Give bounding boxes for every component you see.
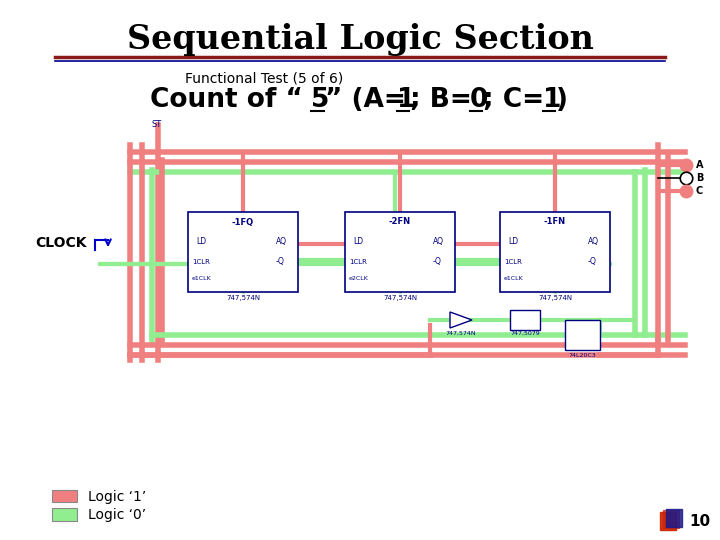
Text: -1FQ: -1FQ bbox=[232, 218, 254, 226]
Text: 1CLR: 1CLR bbox=[192, 259, 210, 265]
Text: Functional Test (5 of 6): Functional Test (5 of 6) bbox=[185, 71, 343, 85]
Polygon shape bbox=[450, 312, 472, 328]
Text: LD: LD bbox=[196, 237, 206, 246]
Text: 747,574N: 747,574N bbox=[446, 331, 477, 336]
Text: 0: 0 bbox=[470, 87, 488, 113]
Text: -Q: -Q bbox=[588, 257, 597, 266]
Text: Sequential Logic Section: Sequential Logic Section bbox=[127, 24, 593, 57]
Text: -2FN: -2FN bbox=[389, 218, 411, 226]
Bar bbox=[565, 320, 600, 350]
Text: 74L20C3: 74L20C3 bbox=[568, 353, 596, 358]
Text: 1: 1 bbox=[397, 87, 415, 113]
Text: e2CLK: e2CLK bbox=[349, 276, 369, 281]
Text: -Q: -Q bbox=[276, 257, 285, 266]
Text: 747,574N: 747,574N bbox=[538, 295, 572, 301]
Text: e1CLK: e1CLK bbox=[504, 276, 523, 281]
Text: -1FN: -1FN bbox=[544, 218, 566, 226]
Text: B: B bbox=[696, 173, 703, 183]
Bar bbox=[663, 510, 679, 528]
Legend: Logic ‘1’, Logic ‘0’: Logic ‘1’, Logic ‘0’ bbox=[47, 484, 152, 528]
Text: AQ: AQ bbox=[588, 237, 599, 246]
Bar bbox=[660, 512, 676, 530]
Bar bbox=[345, 212, 455, 292]
Text: 1CLR: 1CLR bbox=[504, 259, 522, 265]
Bar bbox=[188, 212, 298, 292]
Text: 5: 5 bbox=[311, 87, 329, 113]
Text: AQ: AQ bbox=[276, 237, 287, 246]
Text: LD: LD bbox=[508, 237, 518, 246]
Text: e1CLK: e1CLK bbox=[192, 276, 212, 281]
Text: ST: ST bbox=[152, 120, 162, 129]
Text: A: A bbox=[696, 160, 703, 170]
Text: AQ: AQ bbox=[433, 237, 444, 246]
Text: -Q: -Q bbox=[433, 257, 442, 266]
Text: 747,574N: 747,574N bbox=[226, 295, 260, 301]
Text: ): ) bbox=[556, 87, 568, 113]
Text: 10: 10 bbox=[690, 515, 711, 530]
Text: ; C=: ; C= bbox=[483, 87, 544, 113]
Bar bbox=[666, 509, 682, 527]
Bar bbox=[510, 310, 540, 330]
Text: LD: LD bbox=[353, 237, 363, 246]
Text: 747,5079: 747,5079 bbox=[510, 331, 540, 336]
Text: 1: 1 bbox=[543, 87, 562, 113]
Text: Count of “: Count of “ bbox=[150, 87, 303, 113]
Text: C: C bbox=[696, 186, 703, 196]
Text: 747,574N: 747,574N bbox=[383, 295, 417, 301]
Text: ; B=: ; B= bbox=[410, 87, 472, 113]
Text: ” (A=: ” (A= bbox=[325, 87, 406, 113]
Text: CLOCK: CLOCK bbox=[35, 236, 86, 250]
Bar bbox=[500, 212, 610, 292]
Text: 1CLR: 1CLR bbox=[349, 259, 367, 265]
